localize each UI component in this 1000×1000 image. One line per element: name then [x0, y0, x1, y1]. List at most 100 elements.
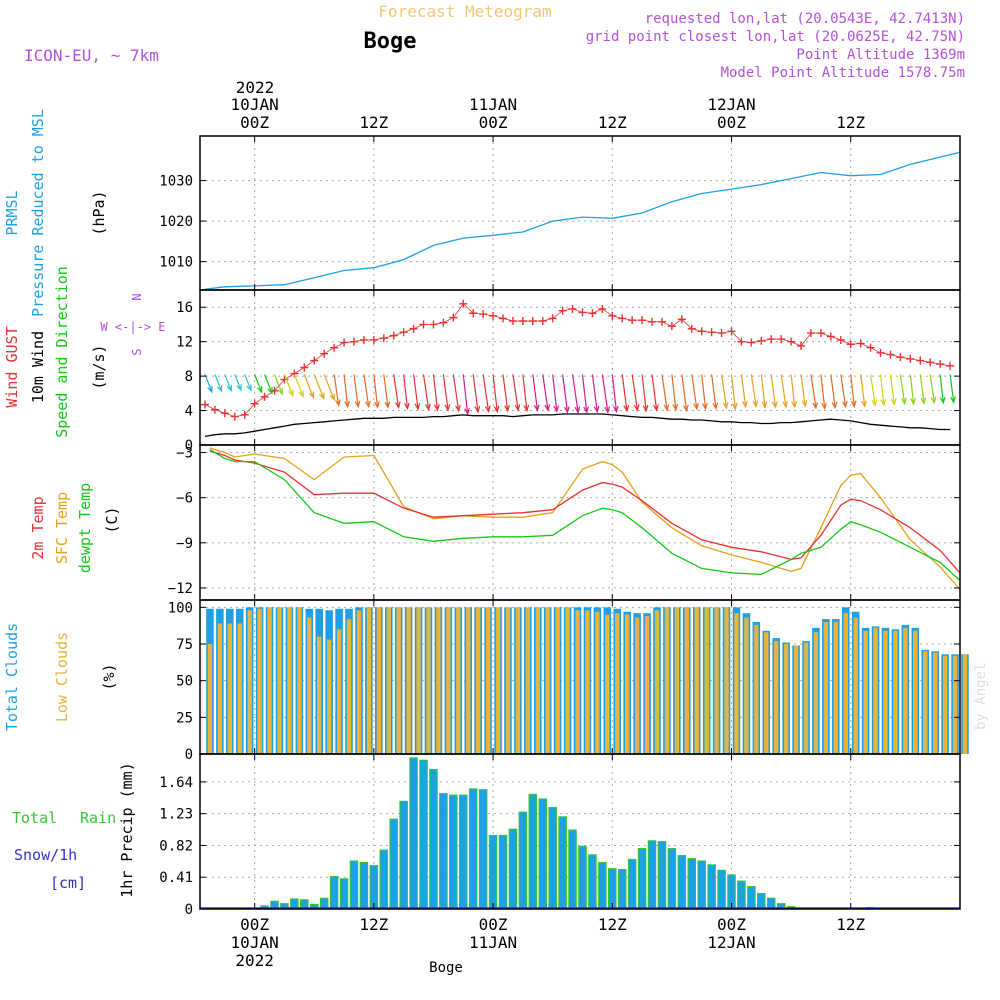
wind-direction-arrow	[909, 374, 915, 404]
wind-direction-arrow	[939, 374, 944, 403]
low-clouds-bar	[853, 617, 858, 754]
temp-label-2m: 2m Temp	[29, 496, 47, 559]
wind-direction-arrow	[313, 374, 325, 399]
rain-bar	[568, 829, 577, 910]
wind-direction-arrowhead	[653, 404, 659, 412]
low-clouds-bar	[495, 607, 501, 754]
rain-bar	[598, 862, 607, 910]
wind-direction-arrow	[273, 374, 283, 395]
wind-direction-arrow	[333, 374, 340, 406]
time-label-bottom: 12Z	[359, 915, 388, 934]
rain-bar	[757, 893, 766, 910]
wind-direction-arrow	[472, 374, 479, 412]
wind-direction-arrowhead	[812, 402, 818, 410]
ytick-label-wind: 12	[176, 335, 193, 351]
low-clouds-bar	[883, 630, 888, 754]
low-clouds-bar	[684, 607, 689, 754]
low-clouds-bar	[575, 610, 580, 754]
low-clouds-bar	[237, 623, 242, 754]
cloud-label-low: Low Clouds	[53, 632, 71, 722]
low-clouds-bar	[505, 607, 511, 754]
wind-direction-arrowhead	[384, 401, 391, 409]
gust-marker	[628, 316, 637, 325]
wind-direction-arrowhead	[722, 402, 729, 410]
ytick-label-precip: 1.64	[159, 775, 193, 791]
wind-direction-arrow	[800, 374, 806, 407]
time-label-bottom: 10JAN	[231, 933, 279, 952]
wind-direction-arrow	[552, 374, 558, 412]
wind-direction-arrowhead	[742, 400, 748, 409]
time-label-bottom: 00Z	[479, 915, 508, 934]
gust-marker	[598, 304, 607, 313]
wind-direction-arrow	[760, 374, 766, 408]
rain-bar	[439, 793, 448, 910]
wind-direction-arrow	[562, 374, 569, 413]
low-clouds-bar	[962, 654, 968, 754]
precip-label-snow: Snow/1h	[14, 846, 77, 864]
gust-marker	[489, 311, 498, 320]
ytick-label-temperature: −9	[176, 536, 193, 552]
time-label-bottom: 2022	[235, 951, 274, 970]
wind-direction-arrow	[343, 374, 349, 407]
ytick-label-wind: 16	[176, 300, 193, 316]
time-label-bottom: 00Z	[717, 915, 746, 934]
low-clouds-bar	[366, 607, 372, 754]
wind-direction-arrowhead	[861, 400, 867, 408]
wind-direction-arrowhead	[504, 404, 510, 413]
model-altitude: Model Point Altitude 1578.75m	[721, 65, 965, 81]
wind-direction-arrowhead	[682, 404, 689, 413]
wind-direction-arrow	[681, 374, 688, 411]
gust-marker	[538, 317, 547, 325]
wind-direction-arrowhead	[329, 393, 335, 402]
compass-we: W <-|-> E	[100, 320, 165, 334]
gust-marker	[330, 343, 339, 352]
gust-marker	[727, 327, 736, 336]
low-clouds-bar	[923, 651, 928, 754]
low-clouds-bar	[227, 623, 232, 754]
wind-direction-arrowhead	[365, 400, 371, 409]
rain-bar	[697, 860, 706, 910]
wind-direction-arrow	[442, 374, 449, 411]
rain-bar	[647, 840, 657, 910]
cloud-ylabel: (%)	[100, 663, 118, 690]
wind-direction-arrowhead	[850, 400, 857, 408]
wind-direction-arrowhead	[455, 404, 461, 413]
rain-bar	[677, 855, 687, 910]
low-clouds-bar	[843, 613, 848, 754]
rain-bar	[687, 858, 697, 910]
wind-direction-arrow	[740, 374, 747, 407]
rain-bar	[458, 794, 468, 910]
cloud-label-total: Total Clouds	[3, 623, 21, 731]
wind-direction-arrow	[750, 374, 757, 407]
low-clouds-bar	[297, 607, 302, 754]
low-clouds-bar	[674, 607, 680, 754]
wind-direction-arrow	[532, 374, 539, 411]
wind-direction-arrow	[482, 374, 490, 412]
low-clouds-bar	[475, 607, 481, 754]
rain-bar	[409, 757, 418, 910]
rain-bar	[389, 818, 399, 910]
gust-marker	[200, 400, 209, 409]
gust-marker	[648, 317, 657, 326]
ytick-label-precip: 0.41	[159, 870, 193, 886]
wind-direction-arrow	[780, 374, 787, 408]
gust-marker	[320, 349, 329, 358]
low-clouds-bar	[634, 617, 640, 754]
label-layer: 1010 1020 1030 PRMSL Pressure Reduced to MSL…	[3, 95, 866, 970]
precip-ylabel: 1hr Precip (mm)	[118, 762, 136, 897]
gust-marker	[747, 338, 756, 347]
wind-direction-arrowhead	[702, 402, 708, 411]
gust-marker	[349, 337, 358, 346]
ytick-label-precip: 0	[185, 902, 193, 918]
gust-marker	[300, 363, 309, 372]
wind-direction-arrowhead	[374, 401, 380, 409]
wind-direction-arrowhead	[354, 400, 361, 409]
gust-marker	[787, 337, 796, 346]
rain-bar	[667, 848, 677, 910]
rain-bar	[349, 860, 359, 910]
precip-label-cm: [cm]	[50, 874, 86, 892]
ytick-label-precip: 1.23	[159, 807, 193, 823]
low-clouds-bar	[813, 632, 819, 754]
wind-direction-arrowhead	[344, 400, 350, 409]
